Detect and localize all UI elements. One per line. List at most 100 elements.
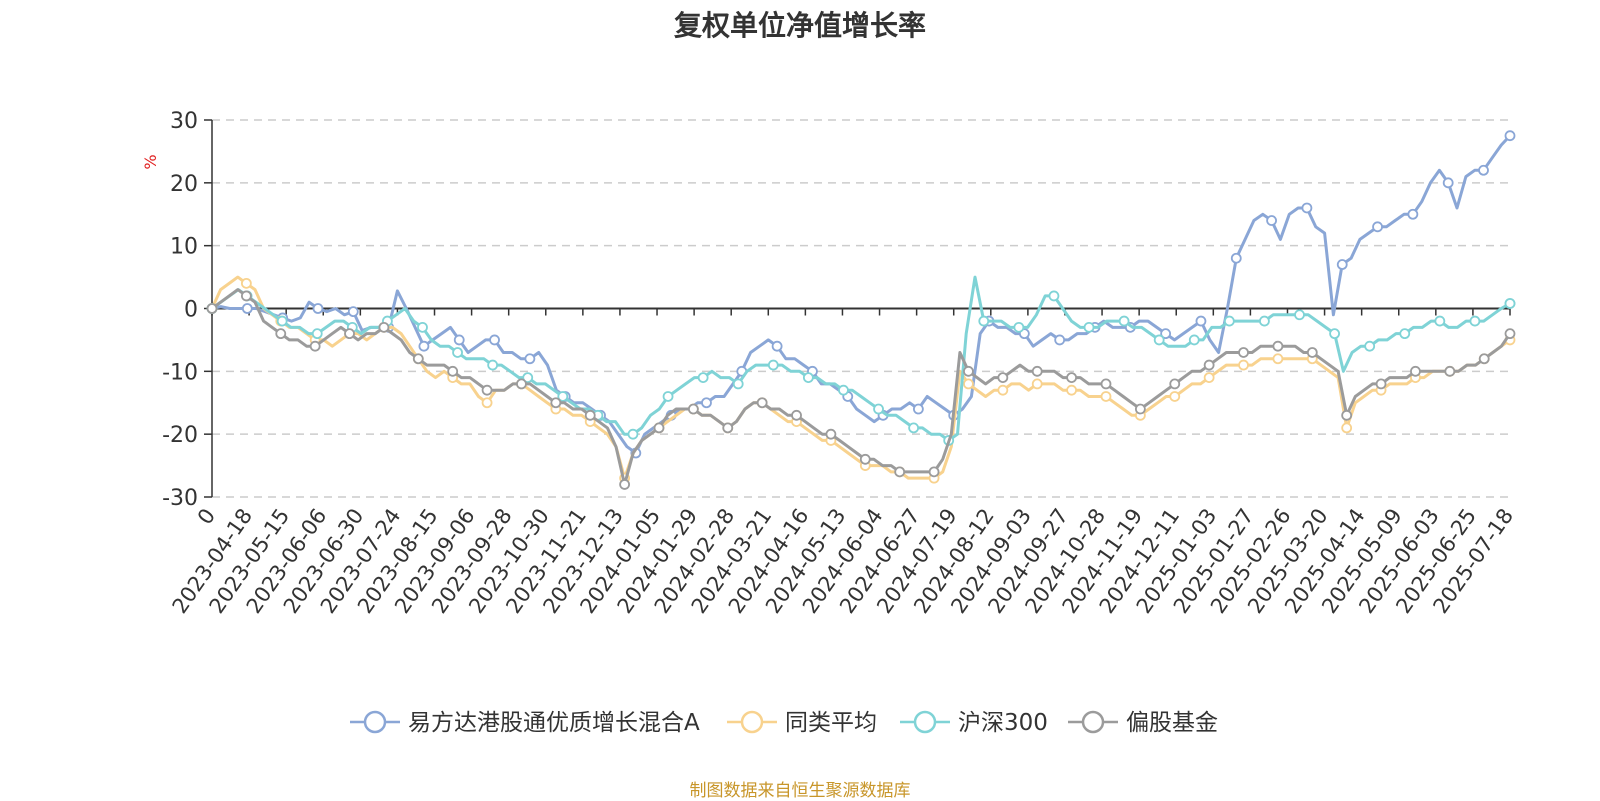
legend-marker — [1081, 710, 1105, 734]
data-point-fund — [1160, 328, 1172, 340]
data-point-equity_fund — [928, 466, 940, 478]
y-tick-label: -30 — [162, 486, 198, 511]
legend-item-equity_fund: 偏股基金 — [1068, 710, 1218, 736]
data-point-fund — [347, 306, 359, 318]
data-point-hs300 — [732, 378, 744, 390]
data-point-hs300 — [311, 328, 323, 340]
data-point-equity_fund — [1134, 403, 1146, 415]
data-point-peer_avg — [1238, 359, 1249, 371]
data-point-hs300 — [522, 372, 534, 384]
data-point-fund — [1407, 208, 1419, 220]
data-point-fund — [1372, 221, 1383, 233]
legend-marker — [740, 710, 764, 734]
data-point-fund — [701, 397, 712, 409]
data-point-equity_fund — [240, 290, 252, 302]
legend-label: 同类平均 — [785, 710, 877, 736]
data-point-equity_fund — [344, 328, 355, 340]
data-point-equity_fund — [963, 365, 974, 377]
data-point-equity_fund — [997, 372, 1009, 384]
data-point-equity_fund — [584, 409, 596, 421]
data-point-equity_fund — [1100, 378, 1112, 390]
data-point-fund — [453, 334, 465, 346]
data-point-hs300 — [908, 422, 920, 434]
series-lines — [206, 130, 1516, 490]
data-point-hs300 — [978, 315, 990, 327]
data-point-fund — [241, 303, 253, 314]
data-point-hs300 — [452, 347, 463, 358]
data-point-equity_fund — [1238, 347, 1249, 358]
data-point-fund — [1336, 259, 1348, 270]
legend-item-hs300: 沪深300 — [900, 710, 1048, 736]
data-point-fund — [1195, 315, 1207, 327]
data-point-peer_avg — [1272, 353, 1284, 365]
source-note: 制图数据来自恒生聚源数据库 — [689, 781, 911, 801]
legend-item-fund: 易方达港股通优质增长混合A — [350, 710, 700, 736]
data-point-hs300 — [487, 359, 499, 371]
data-point-peer_avg — [997, 384, 1009, 396]
data-point-equity_fund — [309, 340, 321, 352]
data-point-hs300 — [1434, 315, 1446, 327]
data-point-hs300 — [1469, 315, 1481, 327]
data-point-equity_fund — [1341, 409, 1353, 421]
legend-marker — [363, 710, 387, 734]
data-point-equity_fund — [1504, 328, 1516, 340]
data-point-fund — [1054, 334, 1066, 346]
data-point-peer_avg — [1169, 391, 1181, 402]
data-point-equity_fund — [275, 328, 287, 340]
data-point-hs300 — [1364, 340, 1376, 352]
data-point-equity_fund — [1375, 378, 1387, 390]
data-point-fund — [1478, 164, 1489, 176]
data-point-hs300 — [1153, 334, 1165, 346]
data-point-fund — [489, 334, 500, 346]
data-point-equity_fund — [1272, 340, 1284, 352]
data-point-hs300 — [1048, 290, 1060, 302]
data-point-hs300 — [1329, 328, 1340, 340]
data-point-hs300 — [1223, 315, 1235, 327]
y-tick-label: -10 — [162, 360, 198, 385]
data-point-equity_fund — [859, 453, 871, 465]
legend-item-peer_avg: 同类平均 — [727, 710, 877, 736]
data-point-hs300 — [1259, 315, 1270, 327]
data-point-fund — [1266, 215, 1277, 226]
data-point-hs300 — [417, 321, 428, 333]
data-point-hs300 — [557, 391, 569, 402]
data-point-equity_fund — [550, 397, 562, 409]
data-point-equity_fund — [378, 321, 390, 333]
data-point-equity_fund — [825, 428, 837, 440]
legend-label: 偏股基金 — [1126, 710, 1218, 736]
data-point-equity_fund — [481, 384, 493, 396]
x-tick-label: 0 — [193, 504, 220, 529]
data-point-hs300 — [873, 403, 884, 415]
data-point-equity_fund — [206, 303, 218, 314]
data-point-hs300 — [627, 428, 639, 440]
data-point-hs300 — [767, 359, 779, 371]
data-point-hs300 — [1188, 334, 1200, 346]
data-point-fund — [312, 303, 324, 314]
data-point-hs300 — [1118, 315, 1130, 327]
data-point-equity_fund — [894, 466, 906, 478]
data-point-peer_avg — [1100, 391, 1112, 402]
data-point-peer_avg — [1203, 372, 1215, 384]
data-point-hs300 — [1083, 321, 1095, 333]
data-point-hs300 — [1504, 298, 1516, 309]
legend: 易方达港股通优质增长混合A 同类平均 沪深300 偏股基金 — [350, 710, 1218, 736]
data-point-equity_fund — [791, 409, 802, 421]
data-point-hs300 — [1399, 328, 1411, 340]
series-fund — [206, 130, 1516, 459]
data-point-equity_fund — [516, 378, 527, 390]
y-tick-label: 20 — [170, 172, 198, 197]
y-tick-label: 0 — [184, 298, 198, 323]
data-point-equity_fund — [447, 365, 459, 377]
data-point-fund — [912, 403, 924, 415]
data-point-equity_fund — [1031, 365, 1043, 377]
y-tick-label: 10 — [170, 235, 198, 260]
data-point-equity_fund — [1410, 365, 1421, 377]
y-tick-label: 30 — [170, 109, 198, 134]
data-point-equity_fund — [653, 422, 665, 434]
data-point-hs300 — [838, 384, 849, 396]
data-point-peer_avg — [1066, 384, 1078, 396]
legend-label: 沪深300 — [958, 710, 1048, 736]
data-point-equity_fund — [1169, 378, 1181, 390]
data-point-equity_fund — [1306, 347, 1318, 358]
data-point-fund — [771, 340, 783, 352]
